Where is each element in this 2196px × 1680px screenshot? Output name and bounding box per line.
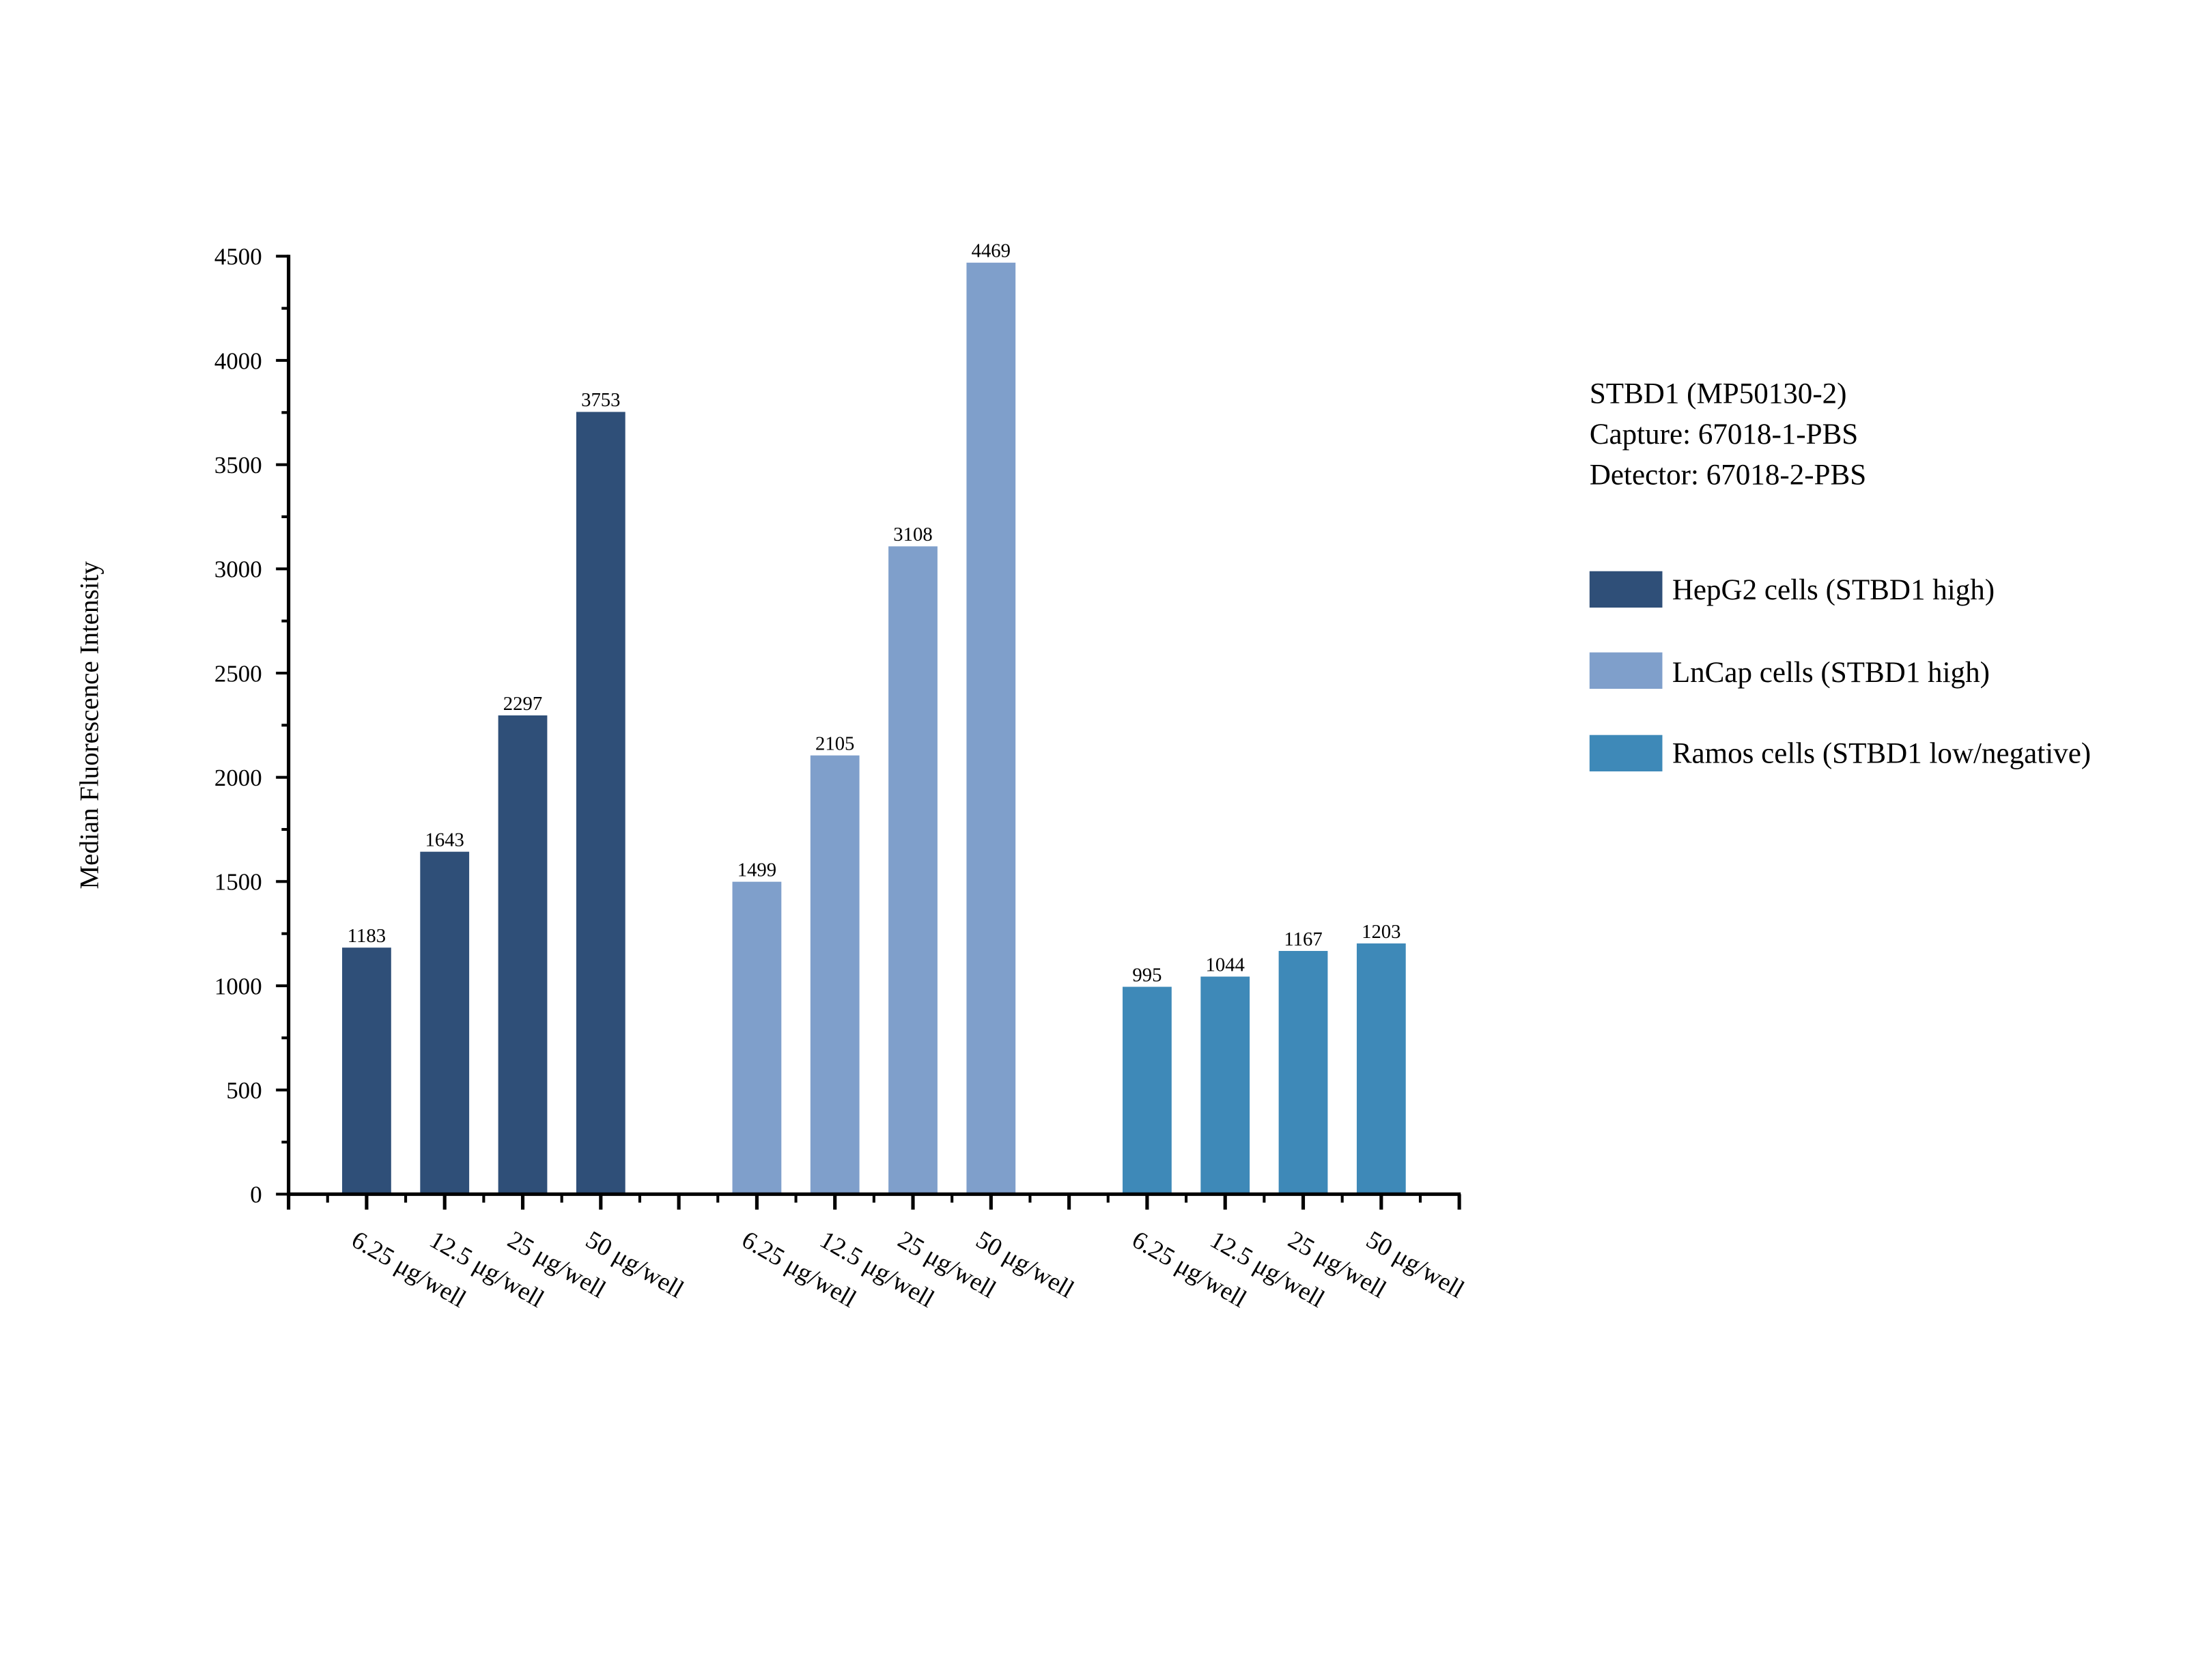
bar-lncap-0 [732,881,782,1195]
y-tick-label: 3500 [214,452,262,479]
annotation-block: STBD1 (MP50130-2) Capture: 67018-1-PBS D… [1590,378,1866,492]
legend-label-hepg2: HepG2 cells (STBD1 high) [1672,574,1995,606]
data-label: 1183 [348,925,386,947]
y-tick-label: 4500 [214,244,262,270]
data-label: 2105 [815,732,854,754]
bar-ramos-1 [1200,976,1250,1195]
legend: HepG2 cells (STBD1 high) LnCap cells (ST… [1589,571,2091,772]
y-tick-label: 1500 [214,869,262,896]
annotation-capture: Capture: 67018-1-PBS [1590,418,1858,451]
data-label: 3108 [893,524,932,545]
bar-hepg2-0 [342,948,391,1195]
data-label: 995 [1132,964,1162,986]
legend-label-lncap: LnCap cells (STBD1 high) [1672,657,1990,689]
annotation-antibody: STBD1 (MP50130-2) [1590,378,1847,410]
legend-label-ramos: Ramos cells (STBD1 low/negative) [1672,738,2091,770]
data-label: 1203 [1362,921,1400,943]
bar-hepg2-3 [576,412,625,1195]
y-tick-label: 2500 [214,660,262,687]
y-tick-label: 500 [226,1077,262,1104]
bar-ramos-0 [1123,986,1172,1195]
data-label: 1044 [1206,954,1245,976]
bars-layer: 1183 1643 2297 3753 1499 2105 3108 4469 995 1044 1… [342,240,1406,1195]
bar-ramos-3 [1356,943,1406,1195]
bar-ramos-2 [1278,951,1328,1195]
legend-swatch-lncap [1589,652,1663,689]
bar-hepg2-2 [498,715,548,1195]
y-tick-label: 4000 [214,347,262,374]
y-tick-label: 1000 [214,973,262,999]
legend-swatch-hepg2 [1589,571,1663,608]
data-label: 1167 [1284,928,1322,950]
y-tick-label: 3000 [214,556,262,583]
data-label: 2297 [503,693,542,715]
bar-hepg2-1 [420,851,470,1195]
data-label: 4469 [972,240,1011,262]
bar-lncap-1 [810,755,860,1195]
bar-lncap-3 [966,262,1016,1195]
y-tick-label: 0 [250,1182,262,1208]
annotation-detector: Detector: 67018-2-PBS [1590,459,1866,492]
data-label: 1499 [737,859,776,881]
data-label: 3753 [581,389,620,411]
data-label: 1643 [425,829,464,851]
y-axis-title: Median Fluorescence Intensity [75,561,104,889]
bar-lncap-2 [888,546,938,1195]
y-tick-label: 2000 [214,765,262,791]
legend-swatch-ramos [1589,735,1663,772]
